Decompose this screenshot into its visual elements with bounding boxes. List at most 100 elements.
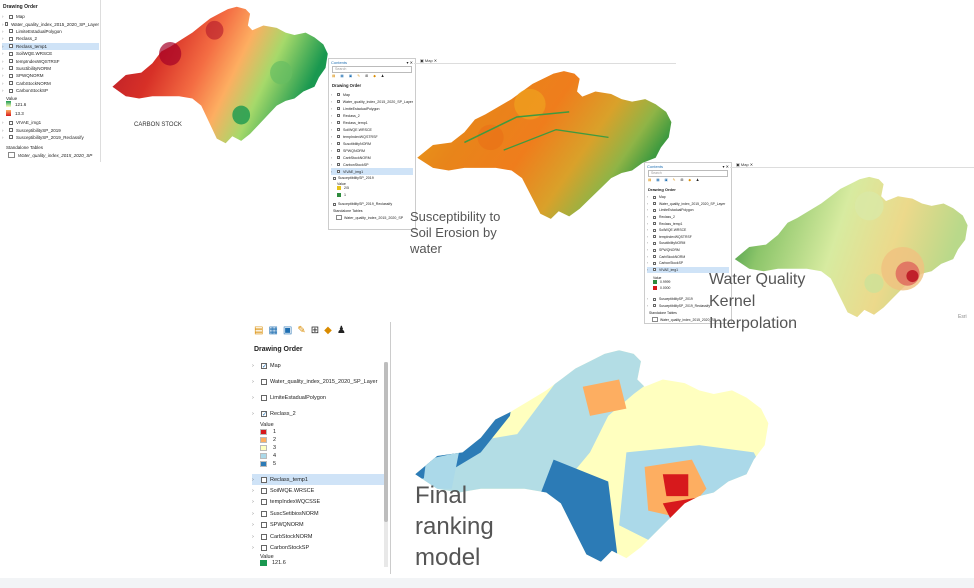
charts-icon[interactable]: ♟ bbox=[381, 74, 385, 78]
layer-checkbox[interactable] bbox=[337, 170, 340, 173]
layer-checkbox[interactable] bbox=[337, 93, 340, 96]
expand-icon[interactable]: › bbox=[2, 14, 4, 20]
snapping-icon[interactable]: ⊞ bbox=[680, 178, 684, 182]
layer-item[interactable]: › Reclass_temp1 bbox=[331, 119, 413, 126]
layer-checkbox[interactable] bbox=[337, 114, 340, 117]
layer-checkbox[interactable] bbox=[653, 228, 656, 232]
layer-checkbox[interactable] bbox=[9, 29, 13, 34]
layer-checkbox[interactable] bbox=[653, 268, 656, 272]
layer-checkbox[interactable] bbox=[9, 51, 13, 56]
expand-icon[interactable]: › bbox=[252, 533, 254, 540]
layer-checkbox[interactable] bbox=[261, 476, 267, 483]
expand-icon[interactable]: › bbox=[647, 228, 649, 233]
layer-item[interactable]: › SPWQNORM bbox=[331, 147, 413, 154]
expand-icon[interactable]: › bbox=[647, 248, 649, 253]
expand-icon[interactable]: › bbox=[2, 120, 4, 126]
layer-checkbox[interactable] bbox=[9, 44, 13, 49]
layer-item[interactable]: › SoilWQE.WRSCE bbox=[647, 227, 729, 234]
layer-item[interactable]: › LimiteEstadualPolygon bbox=[252, 390, 384, 406]
layer-item[interactable]: › CarbonStockSP bbox=[331, 161, 413, 168]
expand-icon[interactable]: › bbox=[647, 241, 649, 246]
layer-item[interactable]: › SusctibilityNORM bbox=[647, 240, 729, 247]
expand-icon[interactable]: › bbox=[331, 127, 333, 132]
expand-icon[interactable]: › bbox=[252, 476, 254, 483]
layer-checkbox[interactable] bbox=[653, 195, 656, 199]
expand-icon[interactable]: › bbox=[2, 134, 4, 140]
layer-checkbox[interactable] bbox=[9, 120, 13, 125]
expand-icon[interactable]: › bbox=[252, 411, 254, 417]
layer-item[interactable]: › Water_quality_index_2015_2020_SP_Layer bbox=[252, 374, 384, 390]
source-icon[interactable]: ▦ bbox=[268, 325, 278, 336]
layer-item[interactable]: › CarbStockNORM bbox=[331, 154, 413, 161]
layer-checkbox[interactable] bbox=[9, 59, 13, 64]
contents-search-box[interactable]: Search bbox=[332, 66, 412, 73]
layer-item[interactable]: › Water_quality_index_2015_2020_SP_Layer bbox=[647, 201, 729, 208]
layer-item[interactable]: › ✓ Map bbox=[252, 358, 384, 374]
panel-scrollbar[interactable] bbox=[384, 362, 388, 567]
reclass-layer[interactable]: SusceptibilitySP_2019_Reclassify bbox=[333, 202, 392, 206]
expand-icon[interactable]: › bbox=[2, 80, 4, 86]
expand-icon[interactable]: › bbox=[331, 113, 333, 118]
label-icon[interactable]: ◆ bbox=[324, 325, 332, 336]
layer-checkbox[interactable] bbox=[261, 545, 267, 552]
layer-item[interactable]: › Reclass_2 bbox=[2, 35, 99, 42]
layer-checkbox[interactable] bbox=[653, 222, 656, 226]
label-icon[interactable]: ◆ bbox=[688, 178, 691, 182]
layer-checkbox[interactable] bbox=[9, 135, 13, 140]
layer-item[interactable]: › tempIndexWQCSSE bbox=[252, 497, 384, 508]
layer-item[interactable]: › Reclass_temp1 bbox=[647, 220, 729, 227]
layer-item[interactable]: › SusceptibilitySP_2019 bbox=[2, 126, 99, 133]
layer-checkbox[interactable] bbox=[653, 235, 656, 239]
layer-checkbox[interactable] bbox=[9, 81, 13, 86]
water-quality-map[interactable] bbox=[730, 172, 970, 322]
layer-checkbox[interactable] bbox=[653, 202, 656, 206]
snapping-icon[interactable]: ⊞ bbox=[365, 74, 369, 78]
snapping-icon[interactable]: ⊞ bbox=[310, 325, 320, 336]
layer-checkbox[interactable] bbox=[261, 379, 267, 385]
layer-checkbox[interactable] bbox=[261, 510, 267, 517]
scrollbar-thumb[interactable] bbox=[384, 362, 388, 522]
layer-item[interactable]: › ✓ Reclass_2 bbox=[252, 406, 384, 422]
layer-item[interactable]: › SoilWQE.WRSCE bbox=[2, 50, 99, 57]
charts-icon[interactable]: ♟ bbox=[695, 178, 699, 182]
layer-checkbox[interactable] bbox=[337, 107, 340, 110]
expand-icon[interactable]: › bbox=[331, 99, 333, 104]
sub-layer[interactable]: SusceptibilitySP_2019 bbox=[333, 176, 374, 180]
expand-icon[interactable]: › bbox=[331, 155, 333, 160]
layer-item[interactable]: › LimiteEstadualPolygon bbox=[2, 28, 99, 35]
layer-checkbox[interactable] bbox=[9, 36, 13, 41]
layer-checkbox[interactable] bbox=[337, 142, 340, 145]
source-icon[interactable]: ▦ bbox=[340, 74, 344, 78]
layer-item[interactable]: › SoilWQE.WRSCE bbox=[331, 126, 413, 133]
layer-item[interactable]: › LimiteEstadualPolygon bbox=[331, 105, 413, 112]
layer-item[interactable]: › Reclass_temp1 bbox=[2, 42, 99, 50]
standalone-table-item[interactable]: Water_quality_index_2015_2020_SP bbox=[652, 317, 716, 322]
drawing-order-icon[interactable]: ▤ bbox=[332, 74, 336, 78]
layer-checkbox[interactable] bbox=[337, 156, 340, 159]
panel-pin-icon[interactable]: ▾ ✕ bbox=[722, 164, 729, 169]
expand-icon[interactable]: › bbox=[252, 510, 254, 517]
layer-item[interactable]: › SusceptibilitySP_2019 bbox=[647, 296, 729, 303]
selection-icon[interactable]: ▣ bbox=[348, 74, 353, 78]
layer-checkbox[interactable] bbox=[653, 261, 656, 265]
expand-icon[interactable]: › bbox=[252, 395, 254, 401]
susceptibility-map[interactable] bbox=[412, 66, 674, 224]
expand-icon[interactable]: › bbox=[252, 499, 254, 506]
layer-checkbox[interactable] bbox=[337, 135, 340, 138]
layer-checkbox[interactable] bbox=[653, 248, 656, 252]
expand-icon[interactable]: › bbox=[2, 28, 4, 34]
expand-icon[interactable]: › bbox=[2, 43, 4, 49]
expand-icon[interactable]: › bbox=[647, 201, 649, 206]
expand-icon[interactable]: › bbox=[647, 254, 649, 259]
layer-item[interactable]: › tempIndexWQSTRSF bbox=[2, 57, 99, 64]
expand-icon[interactable]: › bbox=[2, 65, 4, 71]
layer-item[interactable]: › SPWQNORM bbox=[647, 247, 729, 254]
expand-icon[interactable]: › bbox=[331, 134, 333, 139]
contents-search-box[interactable]: Search bbox=[648, 170, 728, 177]
drawing-order-icon[interactable]: ▤ bbox=[648, 178, 652, 182]
expand-icon[interactable]: › bbox=[331, 120, 333, 125]
layer-item[interactable]: › SusceptibilitySP_2019_Reclassify bbox=[647, 303, 729, 310]
layer-item[interactable]: › Reclass_2 bbox=[331, 112, 413, 119]
expand-icon[interactable]: › bbox=[331, 92, 333, 97]
layer-item[interactable]: › CarbonStockSP bbox=[2, 87, 99, 94]
